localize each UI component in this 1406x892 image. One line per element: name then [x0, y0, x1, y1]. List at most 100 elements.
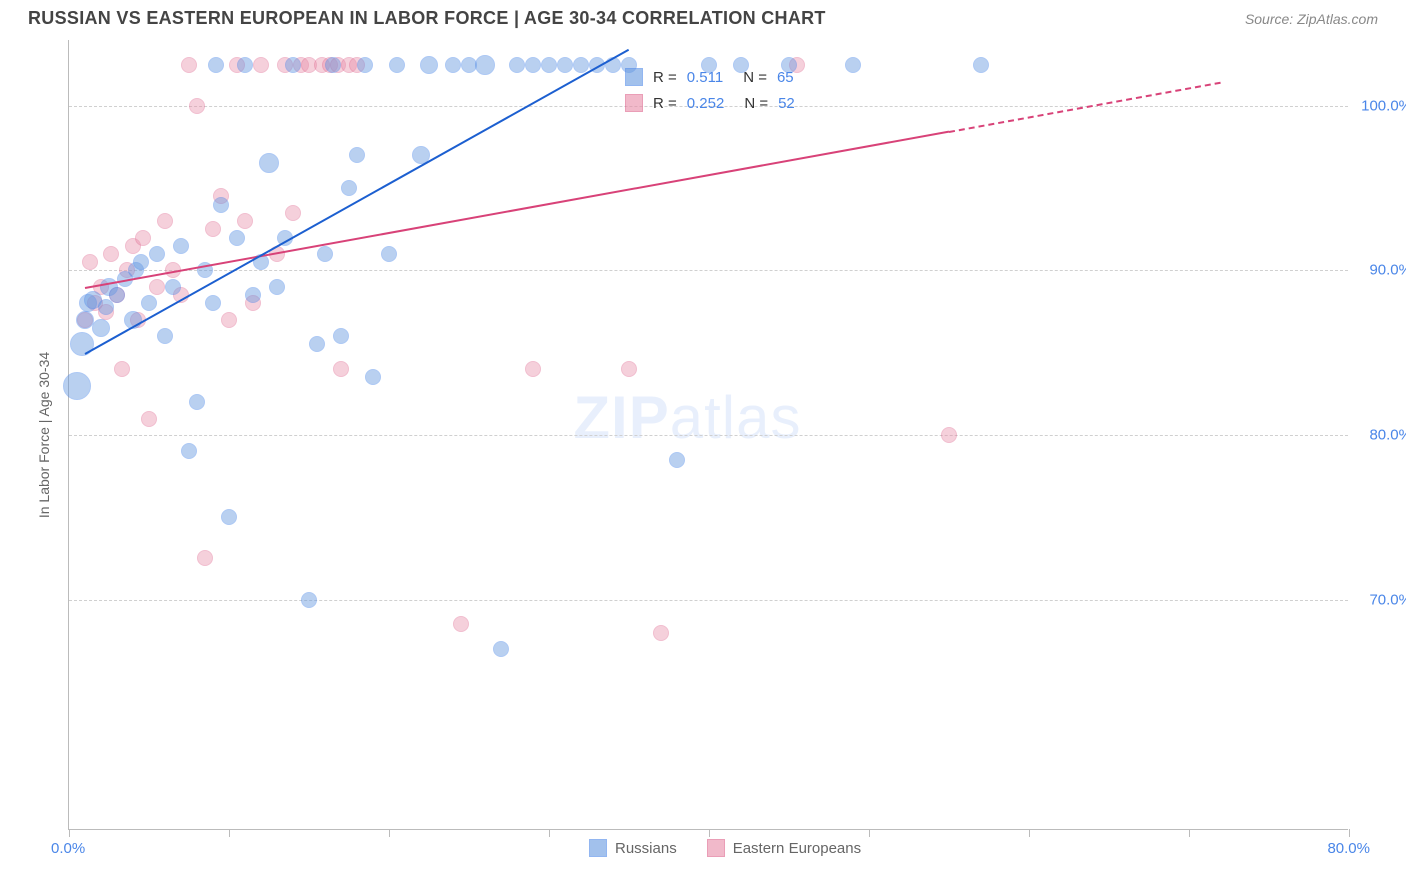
scatter-point-eastern — [205, 221, 221, 237]
scatter-point-russians — [557, 57, 573, 73]
stat-n-label: N = — [743, 69, 767, 86]
x-axis-tick — [389, 829, 390, 837]
legend-item-eastern: Eastern Europeans — [707, 839, 861, 857]
scatter-point-russians — [205, 295, 221, 311]
legend-item-russians: Russians — [589, 839, 677, 857]
chart-source: Source: ZipAtlas.com — [1245, 11, 1378, 27]
scatter-point-russians — [475, 55, 495, 75]
scatter-point-eastern — [653, 625, 669, 641]
scatter-point-russians — [341, 180, 357, 196]
scatter-point-russians — [229, 230, 245, 246]
stat-r-value: 0.252 — [687, 95, 725, 112]
y-axis-tick-label: 80.0% — [1369, 427, 1406, 444]
legend-swatch-russians — [589, 839, 607, 857]
x-axis-tick — [549, 829, 550, 837]
legend-label: Eastern Europeans — [733, 840, 861, 857]
scatter-point-eastern — [135, 230, 151, 246]
scatter-point-russians — [63, 372, 91, 400]
legend-label: Russians — [615, 840, 677, 857]
y-axis-title: In Labor Force | Age 30-34 — [36, 352, 52, 518]
scatter-point-eastern — [141, 411, 157, 427]
scatter-point-russians — [541, 57, 557, 73]
scatter-point-russians — [157, 328, 173, 344]
scatter-point-russians — [420, 56, 438, 74]
gridline — [69, 270, 1348, 271]
scatter-point-russians — [573, 57, 589, 73]
scatter-point-russians — [845, 57, 861, 73]
scatter-point-russians — [237, 57, 253, 73]
scatter-point-russians — [309, 336, 325, 352]
stat-r-label: R = — [653, 69, 677, 86]
scatter-point-eastern — [157, 213, 173, 229]
x-axis-tick — [1029, 829, 1030, 837]
scatter-point-russians — [92, 319, 110, 337]
watermark: ZIPatlas — [573, 383, 801, 452]
legend-swatch-eastern — [707, 839, 725, 857]
scatter-point-russians — [133, 254, 149, 270]
regression-line-eastern-dash — [949, 81, 1221, 132]
scatter-point-russians — [189, 394, 205, 410]
legend-swatch-russians — [625, 68, 643, 86]
scatter-point-russians — [70, 332, 94, 356]
scatter-point-russians — [333, 328, 349, 344]
scatter-point-russians — [173, 238, 189, 254]
scatter-point-russians — [445, 57, 461, 73]
scatter-point-eastern — [181, 57, 197, 73]
scatter-point-russians — [389, 57, 405, 73]
scatter-point-eastern — [237, 213, 253, 229]
x-axis-tick — [1189, 829, 1190, 837]
scatter-point-eastern — [221, 312, 237, 328]
scatter-point-russians — [269, 279, 285, 295]
scatter-point-eastern — [103, 246, 119, 262]
scatter-point-eastern — [285, 205, 301, 221]
y-axis-tick-label: 70.0% — [1369, 591, 1406, 608]
scatter-point-eastern — [525, 361, 541, 377]
y-axis-tick-label: 100.0% — [1361, 97, 1406, 114]
chart-container: In Labor Force | Age 30-34 0.0% 80.0% ZI… — [48, 40, 1358, 830]
legend-swatch-eastern — [625, 94, 643, 112]
gridline — [69, 600, 1348, 601]
scatter-point-russians — [301, 592, 317, 608]
chart-title: RUSSIAN VS EASTERN EUROPEAN IN LABOR FOR… — [28, 8, 826, 29]
x-axis-tick — [709, 829, 710, 837]
x-axis-tick — [1349, 829, 1350, 837]
scatter-point-eastern — [333, 361, 349, 377]
legend: Russians Eastern Europeans — [589, 839, 861, 857]
scatter-point-russians — [525, 57, 541, 73]
scatter-point-eastern — [114, 361, 130, 377]
scatter-point-eastern — [941, 427, 957, 443]
scatter-point-russians — [181, 443, 197, 459]
scatter-point-russians — [365, 369, 381, 385]
plot-area: 0.0% 80.0% ZIPatlas 70.0%80.0%90.0%100.0… — [68, 40, 1348, 830]
x-axis-tick — [69, 829, 70, 837]
x-axis-tick — [229, 829, 230, 837]
y-axis-tick-label: 90.0% — [1369, 262, 1406, 279]
scatter-point-russians — [973, 57, 989, 73]
scatter-point-russians — [208, 57, 224, 73]
scatter-point-russians — [493, 641, 509, 657]
scatter-point-russians — [109, 287, 125, 303]
x-axis-label-min: 0.0% — [51, 840, 85, 857]
scatter-point-russians — [213, 197, 229, 213]
scatter-point-russians — [259, 153, 279, 173]
scatter-point-eastern — [621, 361, 637, 377]
scatter-point-eastern — [253, 57, 269, 73]
scatter-point-russians — [221, 509, 237, 525]
scatter-point-russians — [149, 246, 165, 262]
regression-line-russians — [85, 48, 630, 354]
stat-n-value: 52 — [778, 95, 795, 112]
gridline — [69, 435, 1348, 436]
scatter-point-russians — [509, 57, 525, 73]
stat-r-value: 0.511 — [687, 69, 723, 86]
scatter-point-russians — [381, 246, 397, 262]
scatter-point-russians — [141, 295, 157, 311]
scatter-point-russians — [325, 57, 341, 73]
scatter-point-russians — [669, 452, 685, 468]
correlation-stats-eastern: R = 0.252 N = 52 — [625, 94, 795, 112]
scatter-point-russians — [285, 57, 301, 73]
x-axis-label-max: 80.0% — [1327, 840, 1370, 857]
x-axis-tick — [869, 829, 870, 837]
stat-r-label: R = — [653, 95, 677, 112]
scatter-point-eastern — [149, 279, 165, 295]
stat-n-label: N = — [744, 95, 768, 112]
